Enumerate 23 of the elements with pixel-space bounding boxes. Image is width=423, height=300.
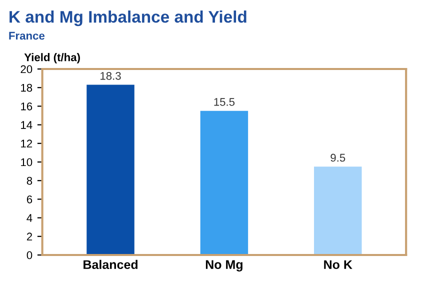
data-label: 9.5 [330, 154, 346, 162]
y-tick-label: 4 [26, 214, 32, 222]
chart-title: K and Mg Imbalance and Yield [10, 10, 246, 26]
y-tick-label: 18 [21, 84, 32, 92]
y-tick-label: 12 [21, 140, 32, 148]
data-label: 18.3 [100, 72, 121, 80]
x-tick-label: No K [324, 260, 352, 270]
y-tick-label: 0 [26, 251, 32, 260]
y-tick-label: 2 [26, 232, 32, 240]
bar [314, 166, 362, 255]
y-tick-label: 20 [20, 65, 32, 74]
y-tick-label: 6 [26, 195, 32, 204]
chart-subtitle: France [9, 32, 45, 40]
bar [200, 110, 248, 255]
y-axis-title: Yield (t/ha) [24, 53, 80, 64]
x-tick-label: Balanced [84, 260, 138, 270]
y-tick-label: 8 [26, 176, 32, 185]
y-tick-label: 10 [21, 158, 32, 166]
x-tick-label: No Mg [206, 260, 242, 272]
bar [86, 84, 134, 255]
y-tick-label: 16 [21, 102, 32, 110]
data-label: 15.5 [214, 98, 235, 106]
y-tick-label: 14 [21, 121, 32, 129]
